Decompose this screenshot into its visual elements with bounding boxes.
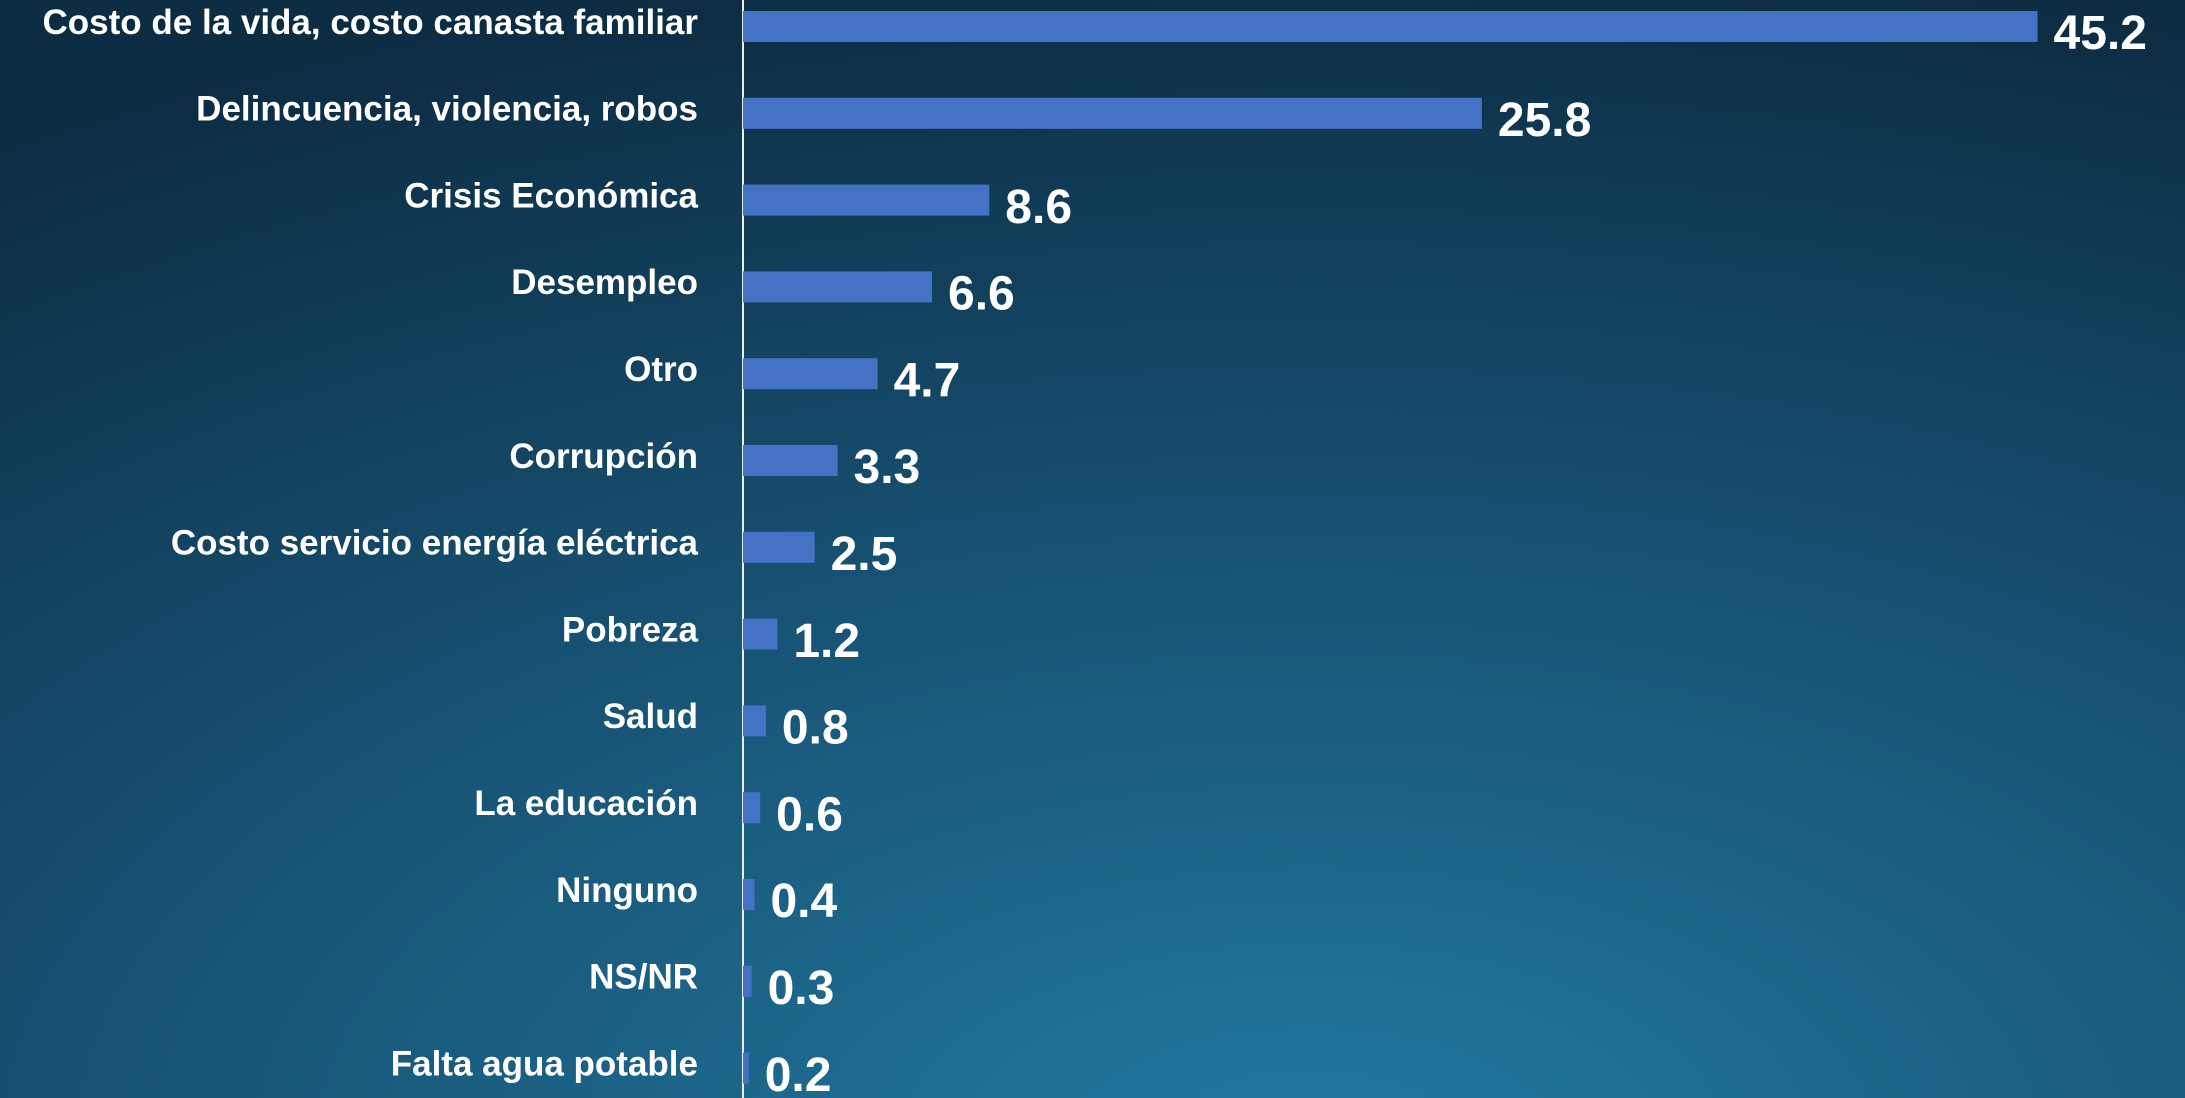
- category-label: Costo servicio energía eléctrica: [171, 524, 699, 563]
- data-label: 25.8: [1498, 94, 1591, 147]
- bar: [743, 445, 838, 476]
- category-label: NS/NR: [589, 958, 698, 997]
- bar: [743, 618, 778, 650]
- bar: [743, 97, 1482, 129]
- bar: [743, 792, 761, 824]
- bar: [743, 1052, 749, 1084]
- data-label: 0.4: [770, 875, 837, 928]
- bar: [743, 271, 933, 303]
- category-label: Ninguno: [556, 871, 698, 910]
- category-label: Desempleo: [511, 263, 698, 302]
- data-label: 8.6: [1005, 181, 1072, 234]
- category-label: Otro: [624, 350, 698, 389]
- data-label: 0.8: [782, 702, 849, 755]
- data-label: 1.2: [793, 615, 860, 668]
- bar: [743, 531, 815, 563]
- data-label: 0.2: [765, 1049, 832, 1098]
- category-label: Crisis Económica: [404, 176, 698, 215]
- category-label: Corrupción: [509, 437, 698, 476]
- category-label: Delincuencia, violencia, robos: [196, 90, 698, 129]
- category-label: Falta agua potable: [391, 1044, 698, 1083]
- category-label: Costo de la vida, costo canasta familiar: [43, 3, 699, 42]
- bar: [743, 879, 755, 910]
- bar: [743, 11, 2038, 42]
- bar: [743, 358, 878, 390]
- data-label: 45.2: [2054, 7, 2147, 60]
- data-label: 3.3: [854, 441, 921, 494]
- bar: [743, 965, 752, 997]
- bar: [743, 705, 766, 737]
- bar: [743, 184, 990, 216]
- data-label: 2.5: [831, 528, 898, 581]
- category-label: La educación: [474, 784, 698, 823]
- data-label: 0.3: [768, 962, 835, 1015]
- category-label: Pobreza: [562, 610, 699, 649]
- data-label: 6.6: [948, 268, 1015, 321]
- data-label: 4.7: [894, 354, 961, 407]
- data-label: 0.6: [776, 788, 843, 841]
- category-label: Salud: [603, 697, 698, 736]
